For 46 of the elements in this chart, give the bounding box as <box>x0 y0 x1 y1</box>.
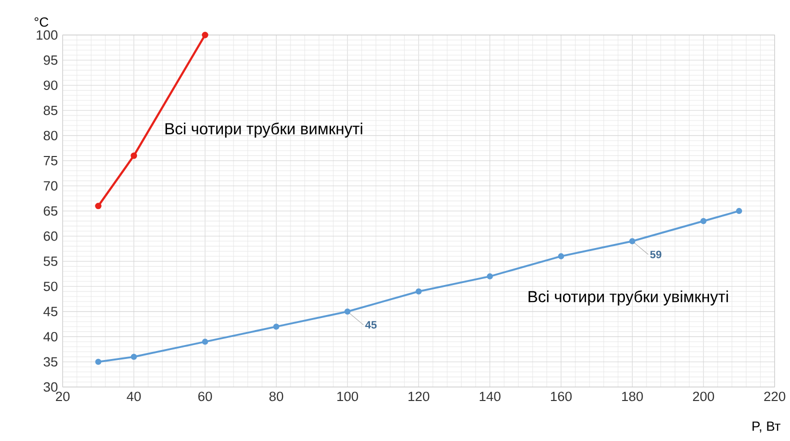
x-tick-label: 80 <box>269 392 284 402</box>
x-tick-label: 180 <box>622 392 643 402</box>
point <box>95 202 102 210</box>
x-tick-label: 220 <box>764 392 786 402</box>
y-tick-label: 40 <box>43 332 58 342</box>
x-tick-label: 100 <box>337 392 358 402</box>
annotation: 59 <box>650 250 662 258</box>
series-label: Всі чотири трубки вимкнуті <box>166 122 362 138</box>
point <box>202 338 208 345</box>
point <box>95 358 102 365</box>
point <box>416 288 422 295</box>
point <box>736 208 742 214</box>
x-tick-label: 200 <box>693 392 714 402</box>
point <box>700 218 707 224</box>
y-tick-label: 80 <box>44 130 58 140</box>
point <box>629 238 636 244</box>
y-tick-label: 60 <box>44 231 58 241</box>
x-axis-title: P, Вт <box>752 422 780 433</box>
y-tick-label: 90 <box>44 80 58 90</box>
y-tick-label: 35 <box>44 357 58 367</box>
annotation: 45 <box>365 321 377 329</box>
y-tick-label: 70 <box>44 181 58 191</box>
point <box>273 324 280 330</box>
point <box>130 152 138 159</box>
point <box>486 273 493 280</box>
y-tick-label: 30 <box>44 382 58 392</box>
point <box>130 354 137 360</box>
x-tick-label: 60 <box>198 392 212 402</box>
y-tick-label: 55 <box>44 256 58 266</box>
point <box>202 32 208 38</box>
y-tick-label: 100 <box>36 30 58 40</box>
y-tick-label: 50 <box>44 282 58 292</box>
point <box>344 308 351 315</box>
y-axis-title: °C <box>34 17 48 27</box>
x-tick-label: 40 <box>126 392 141 402</box>
point <box>558 253 564 260</box>
x-tick-label: 120 <box>408 392 430 402</box>
y-tick-label: 95 <box>44 55 58 65</box>
y-tick-label: 45 <box>43 306 58 316</box>
x-tick-label: 140 <box>480 392 500 402</box>
series-label: Всі чотири трубки увімкнуті <box>528 290 728 306</box>
x-tick-label: 20 <box>56 392 70 402</box>
y-tick-label: 85 <box>44 106 58 116</box>
x-tick-label: 160 <box>550 392 572 402</box>
y-tick-label: 75 <box>44 156 58 166</box>
y-tick-label: 65 <box>44 206 58 216</box>
